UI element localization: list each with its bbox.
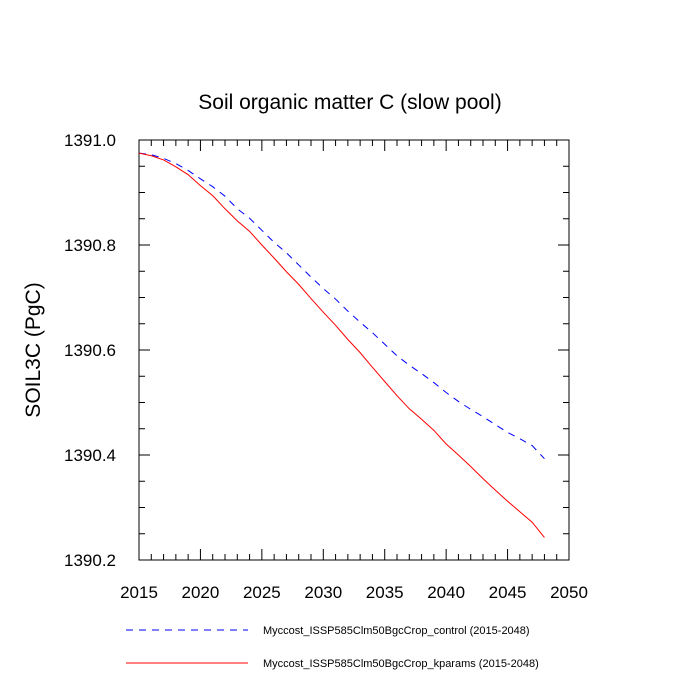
y-tick-label: 1390.6 [64,341,116,360]
y-axis-label: SOIL3C (PgC) [22,282,45,417]
y-tick-label: 1390.2 [64,551,116,570]
series-line-1 [138,152,545,460]
x-tick-label: 2050 [550,583,588,602]
x-tick-label: 2025 [243,583,281,602]
x-tick-label: 2020 [182,583,220,602]
legend: Myccost_ISSP585Clm50BgcCrop_control (201… [126,625,539,670]
y-tick-label: 1390.8 [64,236,116,255]
x-tick-label: 2030 [304,583,342,602]
x-tick-label: 2045 [489,583,527,602]
chart-title: Soil organic matter C (slow pool) [198,91,501,114]
plot-frame [138,139,570,561]
x-tick-label: 2040 [427,583,465,602]
y-tick-label: 1391.0 [64,131,116,150]
y-tick-label: 1390.4 [64,446,116,465]
legend-label-2: Myccost_ISSP585Clm50BgcCrop_kparams (201… [263,658,539,670]
legend-label-1: Myccost_ISSP585Clm50BgcCrop_control (201… [263,625,530,637]
series-lines [138,152,545,538]
series-line-2 [138,152,545,538]
axis-tick-labels: 2015 2020 2025 2030 2035 2040 2045 2050 1390.2 13… [64,131,588,602]
x-tick-label: 2015 [120,583,158,602]
axis-ticks [138,139,570,561]
x-tick-label: 2035 [366,583,404,602]
